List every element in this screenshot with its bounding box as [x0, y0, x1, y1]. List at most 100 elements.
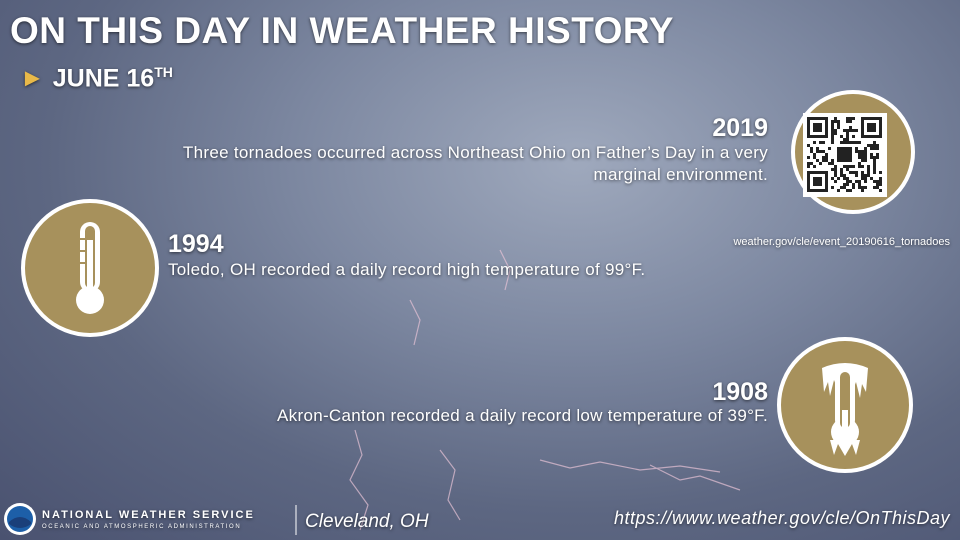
event-year: 1908	[712, 378, 768, 406]
qr-module	[831, 129, 834, 132]
qr-module	[861, 153, 864, 156]
qr-module	[864, 150, 867, 153]
qr-module	[843, 183, 846, 186]
lightning	[349, 249, 741, 531]
qr-module	[858, 153, 861, 156]
qr-module	[846, 165, 849, 168]
qr-module	[837, 120, 840, 123]
qr-module	[873, 156, 876, 159]
qr-module	[837, 123, 840, 126]
qr-module	[876, 186, 879, 189]
qr-module	[879, 180, 882, 183]
event-text: Three tornadoes occurred across Northeas…	[182, 143, 768, 184]
qr-module	[852, 186, 855, 189]
qr-module	[852, 129, 855, 132]
qr-module	[843, 141, 846, 144]
qr-module	[876, 153, 879, 156]
footer-url[interactable]: https://www.weather.gov/cle/OnThisDay	[614, 508, 950, 528]
event-link: weather.gov/cle/event_20190616_tornadoes	[733, 236, 950, 248]
qr-module	[873, 147, 876, 150]
qr-module	[849, 171, 852, 174]
qr-module	[858, 156, 861, 159]
event-year: 2019	[712, 114, 768, 142]
qr-module	[861, 156, 864, 159]
qr-module	[843, 177, 846, 180]
qr-modules	[807, 117, 882, 192]
qr-module	[840, 174, 843, 177]
qr-module	[846, 132, 849, 135]
qr-module	[867, 123, 876, 132]
qr-module	[840, 168, 843, 171]
qr-module	[846, 135, 849, 138]
qr-module	[834, 132, 837, 135]
qr-module	[840, 186, 843, 189]
qr-module	[840, 135, 843, 138]
qr-module	[864, 177, 867, 180]
qr-module	[861, 165, 864, 168]
qr-module	[855, 171, 858, 174]
qr-module	[810, 150, 813, 153]
qr-module	[873, 171, 876, 174]
qr-module	[876, 147, 879, 150]
qr-module	[864, 156, 867, 159]
qr-module	[831, 138, 834, 141]
qr-module	[876, 144, 879, 147]
qr-module	[852, 183, 855, 186]
qr-module	[873, 159, 876, 162]
qr-module	[858, 165, 861, 168]
event-text: Toledo, OH recorded a daily record high …	[168, 260, 646, 279]
qr-module	[828, 162, 831, 165]
qr-module	[819, 150, 822, 153]
qr-module	[873, 186, 876, 189]
qr-module	[852, 171, 855, 174]
event-text: Akron-Canton recorded a daily record low…	[277, 406, 768, 425]
qr-module	[873, 144, 876, 147]
qr-module	[837, 126, 840, 129]
qr-module	[870, 147, 873, 150]
qr-module	[831, 120, 834, 123]
qr-module	[861, 177, 864, 180]
subagency: OCEANIC AND ATMOSPHERIC ADMINISTRATION	[42, 524, 242, 530]
qr-module	[858, 162, 861, 165]
qr-module	[831, 168, 834, 171]
qr-module	[861, 186, 864, 189]
qr-module	[831, 126, 834, 129]
qr-module	[864, 186, 867, 189]
qr-module	[876, 183, 879, 186]
qr-module	[831, 159, 834, 162]
qr-module	[864, 174, 867, 177]
qr-module	[816, 147, 819, 150]
qr-module	[855, 174, 858, 177]
qr-module	[867, 174, 870, 177]
qr-module	[825, 156, 828, 159]
qr-module	[831, 177, 834, 180]
qr-module	[846, 183, 849, 186]
qr-module	[867, 171, 870, 174]
qr-module	[843, 138, 846, 141]
qr-module	[879, 177, 882, 180]
title: ON THIS DAY IN WEATHER HISTORY	[10, 10, 674, 51]
qr-module	[879, 171, 882, 174]
qr-module	[846, 120, 849, 123]
qr-module	[849, 180, 852, 183]
qr-module	[873, 162, 876, 165]
qr-module	[873, 141, 876, 144]
qr-module	[855, 147, 858, 150]
qr-module	[852, 165, 855, 168]
qr-module	[873, 180, 876, 183]
qr-module	[849, 141, 852, 144]
qr-module	[858, 150, 861, 153]
qr-module	[822, 150, 825, 153]
qr-module	[834, 165, 837, 168]
event-year: 1994	[168, 230, 224, 258]
qr-module	[852, 141, 855, 144]
qr-module	[813, 165, 816, 168]
qr-module	[834, 180, 837, 183]
qr-module	[864, 153, 867, 156]
qr-module	[831, 132, 834, 135]
qr-module	[861, 150, 864, 153]
date-suffix: TH	[154, 64, 173, 80]
qr-module	[855, 129, 858, 132]
qr-module	[810, 147, 813, 150]
qr-module	[825, 153, 828, 156]
